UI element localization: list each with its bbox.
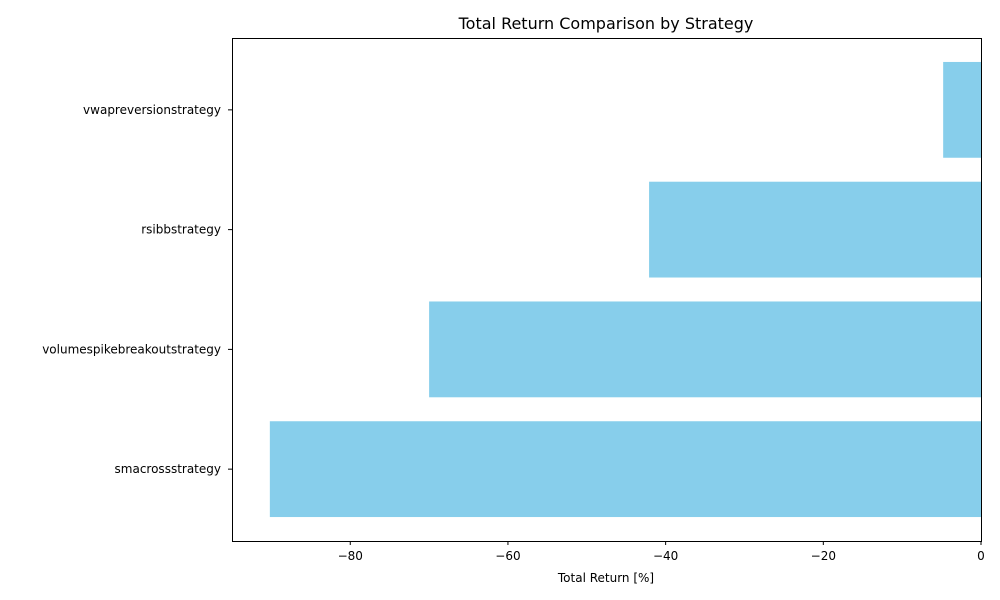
bar-volumespikebreakoutstrategy xyxy=(429,301,982,398)
bars-group xyxy=(269,61,982,518)
bar-vwapreversionstrategy xyxy=(943,61,981,158)
y-tick-label: rsibbstrategy xyxy=(141,223,221,237)
bar-rsibbstrategy xyxy=(649,181,981,278)
y-axis-ticks: smacrossstrategy volumespikebreakoutstrat… xyxy=(42,103,232,476)
plot-frame xyxy=(232,38,982,542)
chart-title: Total Return Comparison by Strategy xyxy=(458,14,754,33)
x-tick-label: −20 xyxy=(811,549,836,563)
y-tick-label: vwapreversionstrategy xyxy=(83,103,221,117)
x-axis-label: Total Return [%] xyxy=(557,571,654,585)
y-tick-label: volumespikebreakoutstrategy xyxy=(42,342,221,356)
bar-smacrossstrategy xyxy=(269,421,981,518)
x-axis-ticks: −80 −60 −40 −20 0 xyxy=(338,541,985,563)
x-tick-label: −40 xyxy=(653,549,678,563)
x-tick-label: −60 xyxy=(495,549,520,563)
x-tick-label: −80 xyxy=(338,549,363,563)
y-tick-label: smacrossstrategy xyxy=(115,462,221,476)
x-tick-label: 0 xyxy=(977,549,985,563)
